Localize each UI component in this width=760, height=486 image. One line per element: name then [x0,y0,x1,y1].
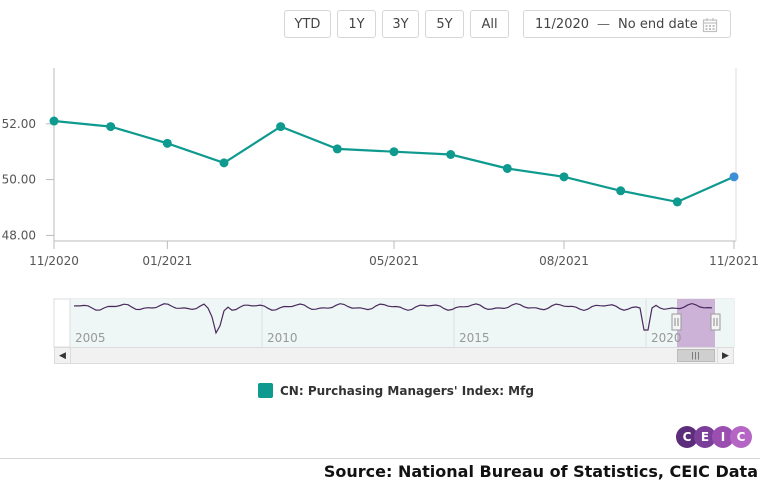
navigator-year-label: 2020 [651,331,682,345]
navigator-area [70,299,734,347]
data-point[interactable] [276,122,286,132]
y-tick-label: 48.00 [2,228,36,242]
data-point[interactable] [729,172,739,182]
logo-letter: C [730,426,752,448]
range-5y-button[interactable]: 5Y [425,10,464,38]
legend-item[interactable]: CN: Purchasing Managers' Index: Mfg [258,383,534,398]
date-from: 11/2020 [535,16,590,32]
navigator-year-label: 2015 [459,331,490,345]
data-point[interactable] [446,150,456,159]
range-3y-button[interactable]: 3Y [382,10,419,38]
legend-label: CN: Purchasing Managers' Index: Mfg [280,383,534,398]
navigator-selection[interactable] [677,299,715,347]
series-line [53,119,735,204]
source-caption: Source: National Bureau of Statistics, C… [323,462,758,481]
data-point[interactable] [616,186,626,196]
x-tick-label: 11/2020 [29,254,79,268]
data-point[interactable] [672,197,682,207]
ceic-logo: C E I C [676,426,752,448]
navigator[interactable]: 2005 2010 2015 2020 [0,292,760,352]
data-point[interactable] [559,172,569,182]
navigator-handle-left[interactable] [671,313,682,331]
main-chart: 48.00 50.00 52.00 11/2020 01/2021 05/2021 08/… [2,68,759,268]
date-separator: — [597,16,611,32]
date-to: No end date [618,16,698,32]
date-range-picker[interactable]: 11/2020 — No end date [523,10,731,38]
logo-letter: C [676,426,698,448]
navigator-scrollbar[interactable]: ◀ ||| ▶ [54,347,734,364]
x-tick-label: 01/2021 [142,254,192,268]
y-tick-label: 52.00 [2,117,36,131]
data-point[interactable] [49,116,59,126]
range-all-button[interactable]: All [470,10,509,38]
data-point[interactable] [219,158,229,168]
data-point[interactable] [106,122,116,132]
data-point[interactable] [502,163,512,173]
y-tick-label: 50.00 [2,173,36,187]
navigator-year-label: 2010 [267,331,298,345]
scrollbar-thumb[interactable]: ||| [677,349,715,362]
navigator-series [73,302,713,335]
navigator-handle-right[interactable] [710,313,721,331]
data-point[interactable] [389,147,399,157]
legend-swatch [258,383,273,398]
x-tick-label: 11/2021 [709,254,759,268]
calendar-icon[interactable] [702,17,718,33]
x-tick-label: 05/2021 [369,254,419,268]
scroll-left-icon[interactable]: ◀ [55,348,71,363]
scroll-right-icon[interactable]: ▶ [717,348,733,363]
range-ytd-button[interactable]: YTD [284,10,331,38]
logo-letter: E [694,426,716,448]
logo-letter: I [712,426,734,448]
navigator-year-label: 2005 [75,331,106,345]
footer-divider [0,458,760,459]
data-point[interactable] [332,144,342,154]
data-point[interactable] [162,138,172,148]
range-1y-button[interactable]: 1Y [337,10,376,38]
x-tick-label: 08/2021 [539,254,589,268]
